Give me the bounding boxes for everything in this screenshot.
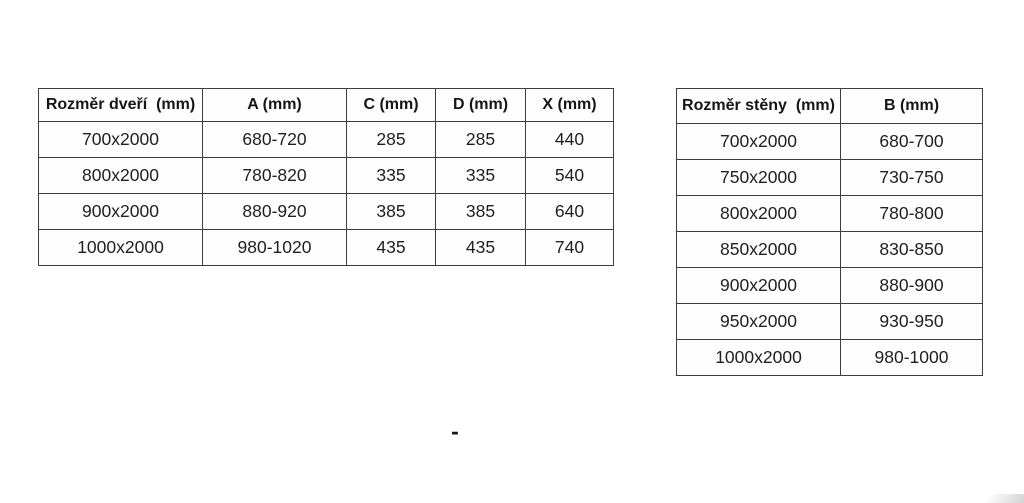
table-cell: 750x2000 — [676, 159, 841, 196]
table-cell: 800x2000 — [38, 157, 203, 194]
table-cell: 830-850 — [840, 231, 983, 268]
stray-dash-mark: - — [451, 418, 459, 444]
table-cell: 900x2000 — [38, 193, 203, 230]
wall-col-header-size: Rozměr stěny (mm) — [676, 88, 841, 124]
table-cell: 285 — [346, 121, 436, 158]
door-col-header-a: A (mm) — [202, 88, 347, 122]
table-cell: 950x2000 — [676, 303, 841, 340]
door-col-header-c: C (mm) — [346, 88, 436, 122]
table-cell: 930-950 — [840, 303, 983, 340]
table-row: 750x2000 730-750 — [676, 159, 983, 196]
table-row: 700x2000 680-720 285 285 440 — [38, 121, 614, 158]
table-row: 900x2000 880-900 — [676, 267, 983, 304]
table-cell: 385 — [435, 193, 526, 230]
table-cell: 880-920 — [202, 193, 347, 230]
wall-col-header-b: B (mm) — [840, 88, 983, 124]
table-cell: 440 — [525, 121, 614, 158]
table-cell: 700x2000 — [38, 121, 203, 158]
table-cell: 780-820 — [202, 157, 347, 194]
table-cell: 900x2000 — [676, 267, 841, 304]
table-cell: 800x2000 — [676, 195, 841, 232]
table-cell: 335 — [435, 157, 526, 194]
corner-smudge — [988, 494, 1024, 503]
door-size-table: Rozměr dveří (mm) A (mm) C (mm) D (mm) X… — [38, 88, 614, 266]
table-cell: 740 — [525, 229, 614, 266]
table-cell: 980-1000 — [840, 339, 983, 376]
table-row: 1000x2000 980-1020 435 435 740 — [38, 229, 614, 266]
table-cell: 680-720 — [202, 121, 347, 158]
table-cell: 730-750 — [840, 159, 983, 196]
table-row: 700x2000 680-700 — [676, 123, 983, 160]
table-cell: 640 — [525, 193, 614, 230]
table-row: 950x2000 930-950 — [676, 303, 983, 340]
door-col-header-d: D (mm) — [435, 88, 526, 122]
table-cell: 780-800 — [840, 195, 983, 232]
table-cell: 285 — [435, 121, 526, 158]
table-cell: 1000x2000 — [38, 229, 203, 266]
table-cell: 980-1020 — [202, 229, 347, 266]
door-table-header-row: Rozměr dveří (mm) A (mm) C (mm) D (mm) X… — [38, 88, 614, 122]
table-cell: 435 — [435, 229, 526, 266]
table-cell: 540 — [525, 157, 614, 194]
table-row: 850x2000 830-850 — [676, 231, 983, 268]
wall-size-table: Rozměr stěny (mm) B (mm) 700x2000 680-70… — [676, 88, 983, 376]
table-cell: 700x2000 — [676, 123, 841, 160]
table-row: 800x2000 780-800 — [676, 195, 983, 232]
door-col-header-size: Rozměr dveří (mm) — [38, 88, 203, 122]
table-cell: 385 — [346, 193, 436, 230]
table-row: 900x2000 880-920 385 385 640 — [38, 193, 614, 230]
table-row: 800x2000 780-820 335 335 540 — [38, 157, 614, 194]
table-cell: 880-900 — [840, 267, 983, 304]
wall-table-header-row: Rozměr stěny (mm) B (mm) — [676, 88, 983, 124]
door-col-header-x: X (mm) — [525, 88, 614, 122]
table-cell: 850x2000 — [676, 231, 841, 268]
table-cell: 335 — [346, 157, 436, 194]
table-row: 1000x2000 980-1000 — [676, 339, 983, 376]
table-cell: 435 — [346, 229, 436, 266]
table-cell: 1000x2000 — [676, 339, 841, 376]
table-cell: 680-700 — [840, 123, 983, 160]
